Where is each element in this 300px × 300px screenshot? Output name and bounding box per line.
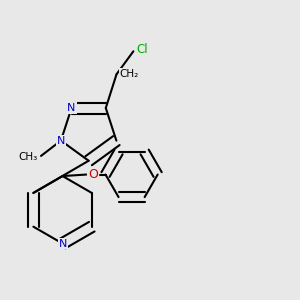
Text: CH₂: CH₂: [120, 69, 139, 79]
Text: O: O: [88, 168, 98, 181]
Text: Cl: Cl: [136, 43, 148, 56]
Text: N: N: [58, 238, 67, 248]
Text: N: N: [67, 103, 76, 113]
Text: N: N: [57, 136, 65, 146]
Text: CH₃: CH₃: [19, 152, 38, 163]
